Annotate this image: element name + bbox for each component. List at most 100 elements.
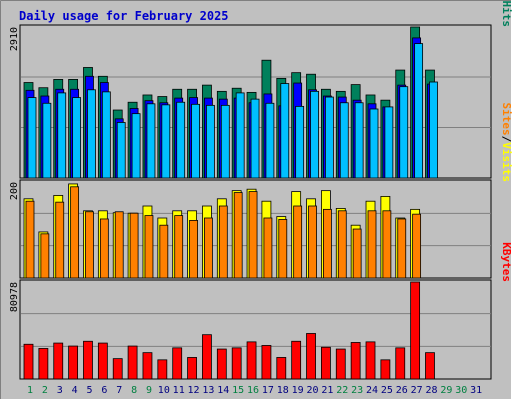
- day-label: 1: [27, 385, 33, 396]
- day-label: 25: [381, 385, 393, 396]
- sites-bar: [263, 217, 273, 279]
- kbytes-bar: [127, 345, 138, 380]
- pages-bar: [116, 122, 126, 179]
- sites-bar: [397, 218, 407, 279]
- kbytes-bar: [291, 340, 302, 380]
- pages-bar: [369, 108, 379, 179]
- pages-bar: [399, 86, 409, 179]
- legend-slash: /: [500, 136, 512, 143]
- kbytes-bar: [261, 345, 272, 380]
- sites-bar: [70, 186, 80, 279]
- sites-bar: [308, 205, 317, 279]
- pages-bar: [324, 96, 334, 179]
- day-label: 17: [262, 385, 274, 396]
- pages-bar: [27, 97, 37, 179]
- kbytes-bar: [231, 347, 242, 380]
- day-label: 10: [158, 385, 170, 396]
- kbytes-bar: [395, 347, 406, 380]
- legend-hits: Hits: [500, 1, 512, 28]
- kbytes-bar: [306, 333, 316, 380]
- y-max-label: 200: [9, 182, 20, 200]
- day-label: 2: [42, 385, 48, 396]
- sites-bar: [337, 210, 347, 279]
- kbytes-bar: [142, 352, 153, 380]
- kbytes-bar: [246, 341, 257, 380]
- day-label: 16: [247, 385, 259, 396]
- kbytes-bar: [380, 359, 391, 380]
- day-label: 3: [57, 385, 63, 396]
- sites-bar: [218, 205, 228, 279]
- sites-bar: [25, 200, 35, 279]
- sites-bar: [99, 218, 109, 279]
- sites-bar: [293, 205, 303, 279]
- sites-bar: [129, 212, 139, 279]
- kbytes-bar: [202, 334, 212, 380]
- pages-bar: [206, 104, 215, 179]
- day-label: 12: [188, 385, 200, 396]
- pages-bar: [384, 106, 394, 179]
- day-label: 30: [455, 385, 467, 396]
- day-label: 11: [173, 385, 185, 396]
- sites-bar: [55, 201, 65, 279]
- pages-bar: [250, 98, 260, 179]
- pages-bar: [354, 102, 364, 179]
- kbytes-bar: [365, 341, 376, 380]
- day-label: 5: [86, 385, 92, 396]
- sites-bar: [159, 224, 169, 279]
- sites-bar: [40, 233, 50, 279]
- pages-bar: [146, 103, 156, 179]
- pages-bar: [414, 43, 424, 179]
- day-label: 21: [321, 385, 333, 396]
- day-label: 7: [116, 385, 122, 396]
- pages-bar: [310, 90, 319, 179]
- legend-slash: /: [500, 0, 512, 1]
- kbytes-bar: [350, 342, 361, 380]
- day-label: 13: [202, 385, 214, 396]
- kbytes-bar: [320, 346, 331, 380]
- day-label: 6: [101, 385, 107, 396]
- pages-bar: [235, 92, 245, 179]
- kbytes-bar: [53, 342, 64, 380]
- day-label: 29: [440, 385, 452, 396]
- sites-bar: [382, 210, 392, 279]
- kbytes-bar: [38, 348, 49, 380]
- pages-bar: [57, 92, 67, 179]
- kbytes-bar: [410, 281, 421, 380]
- sites-bar: [114, 211, 124, 279]
- sites-bar: [233, 192, 243, 279]
- sites-bar: [85, 211, 94, 279]
- sites-bar: [144, 215, 154, 279]
- day-label: 27: [411, 385, 423, 396]
- day-label: 9: [146, 385, 152, 396]
- y-max-label: 2910: [9, 27, 20, 51]
- pages-bar: [161, 104, 171, 179]
- sites-bar: [352, 228, 362, 279]
- day-label: 18: [277, 385, 289, 396]
- side-legend: Sites/Visits: [500, 103, 512, 183]
- day-label: 20: [307, 385, 319, 396]
- day-label: 4: [72, 385, 78, 396]
- day-label: 22: [336, 385, 348, 396]
- kbytes-bar: [187, 357, 197, 380]
- pages-bar: [176, 101, 186, 179]
- visits-sites-panel: 200 Sites/Visits: [9, 103, 512, 279]
- day-label: 31: [470, 385, 482, 396]
- kbytes-bar: [335, 348, 346, 380]
- kbytes-panel: 80978 KBytes: [9, 242, 512, 380]
- day-label: 8: [131, 385, 137, 396]
- day-axis-labels: 1 2 3 4 5 6 7 8 9 10 11 12 13 14 15 16 17 18 19 20 21 22 23 24 2…: [27, 385, 482, 396]
- legend-kbytes: KBytes: [500, 242, 512, 282]
- pages-bar: [339, 102, 349, 179]
- sites-bar: [204, 217, 213, 279]
- kbytes-bar: [112, 358, 123, 380]
- sites-bar: [412, 213, 422, 279]
- day-label: 14: [217, 385, 229, 396]
- sites-bar: [174, 215, 184, 279]
- pages-bar: [265, 102, 275, 179]
- kbytes-bar: [216, 348, 227, 380]
- day-label: 24: [366, 385, 378, 396]
- kbytes-bar: [68, 345, 79, 380]
- kbytes-bar: [157, 359, 168, 380]
